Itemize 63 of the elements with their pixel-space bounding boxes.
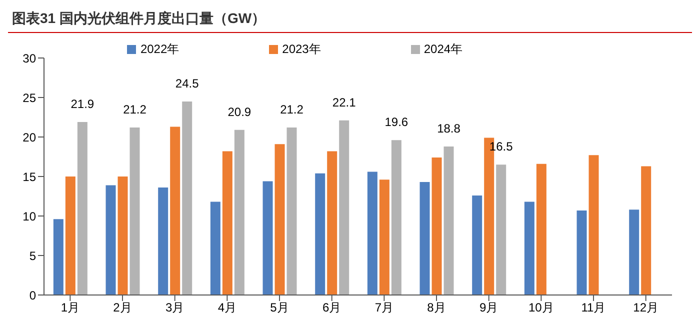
data-label: 21.2 (280, 102, 304, 117)
data-label: 22.1 (332, 95, 356, 110)
bar (339, 120, 350, 295)
bar (432, 158, 442, 295)
bar (379, 180, 390, 295)
y-tick-label: 20 (22, 130, 36, 144)
y-tick-label: 10 (22, 209, 36, 224)
bar (444, 146, 454, 295)
bar (118, 176, 128, 295)
bar (210, 202, 220, 295)
x-tick-label: 3月 (165, 300, 184, 315)
bar (106, 185, 116, 295)
bar (391, 140, 402, 295)
y-tick-label: 15 (22, 170, 36, 184)
bar (53, 219, 64, 295)
bar (65, 176, 76, 295)
x-tick-label: 4月 (218, 300, 237, 315)
x-tick-label: 11月 (581, 300, 606, 315)
x-tick-label: 2月 (113, 300, 132, 315)
x-tick-label: 8月 (427, 300, 446, 315)
bar (496, 164, 506, 295)
x-tick-label: 1月 (60, 300, 80, 315)
bar (130, 128, 140, 295)
legend-label: 2022年 (140, 42, 180, 56)
legend-label: 2023年 (282, 42, 321, 56)
bar (524, 202, 534, 295)
bar (420, 182, 430, 295)
data-label: 21.2 (123, 102, 147, 117)
legend-label: 2024年 (424, 42, 463, 56)
bar (641, 166, 652, 295)
x-tick-label: 9月 (479, 300, 498, 315)
bar (536, 164, 546, 295)
bar (588, 155, 599, 295)
bar (629, 210, 640, 295)
chart-title: 图表31 国内光伏组件月度出口量（GW） (8, 8, 692, 33)
bar (222, 151, 232, 295)
bar (274, 144, 285, 295)
data-label: 20.9 (228, 104, 252, 119)
bar (234, 130, 244, 295)
y-tick-label: 0 (29, 288, 36, 302)
bar (158, 188, 168, 295)
bar (327, 151, 338, 295)
bar (262, 181, 273, 295)
x-tick-label: 10月 (528, 300, 554, 315)
y-tick-label: 5 (29, 248, 36, 263)
data-label: 18.8 (437, 121, 461, 136)
bar (576, 210, 587, 295)
data-label: 24.5 (175, 76, 200, 90)
x-tick-label: 7月 (374, 300, 394, 315)
bar (170, 126, 180, 295)
bar (472, 195, 482, 295)
data-label: 19.6 (384, 115, 408, 130)
x-tick-label: 5月 (270, 300, 289, 315)
y-tick-label: 30 (22, 51, 36, 66)
bar (367, 172, 378, 295)
data-label: 21.9 (70, 96, 94, 111)
bar (315, 173, 326, 295)
y-tick-label: 25 (22, 90, 36, 105)
x-tick-label: 6月 (322, 300, 342, 315)
bar (286, 128, 297, 295)
bar (77, 122, 88, 295)
x-tick-label: 12月 (633, 300, 659, 315)
bar (182, 101, 192, 295)
